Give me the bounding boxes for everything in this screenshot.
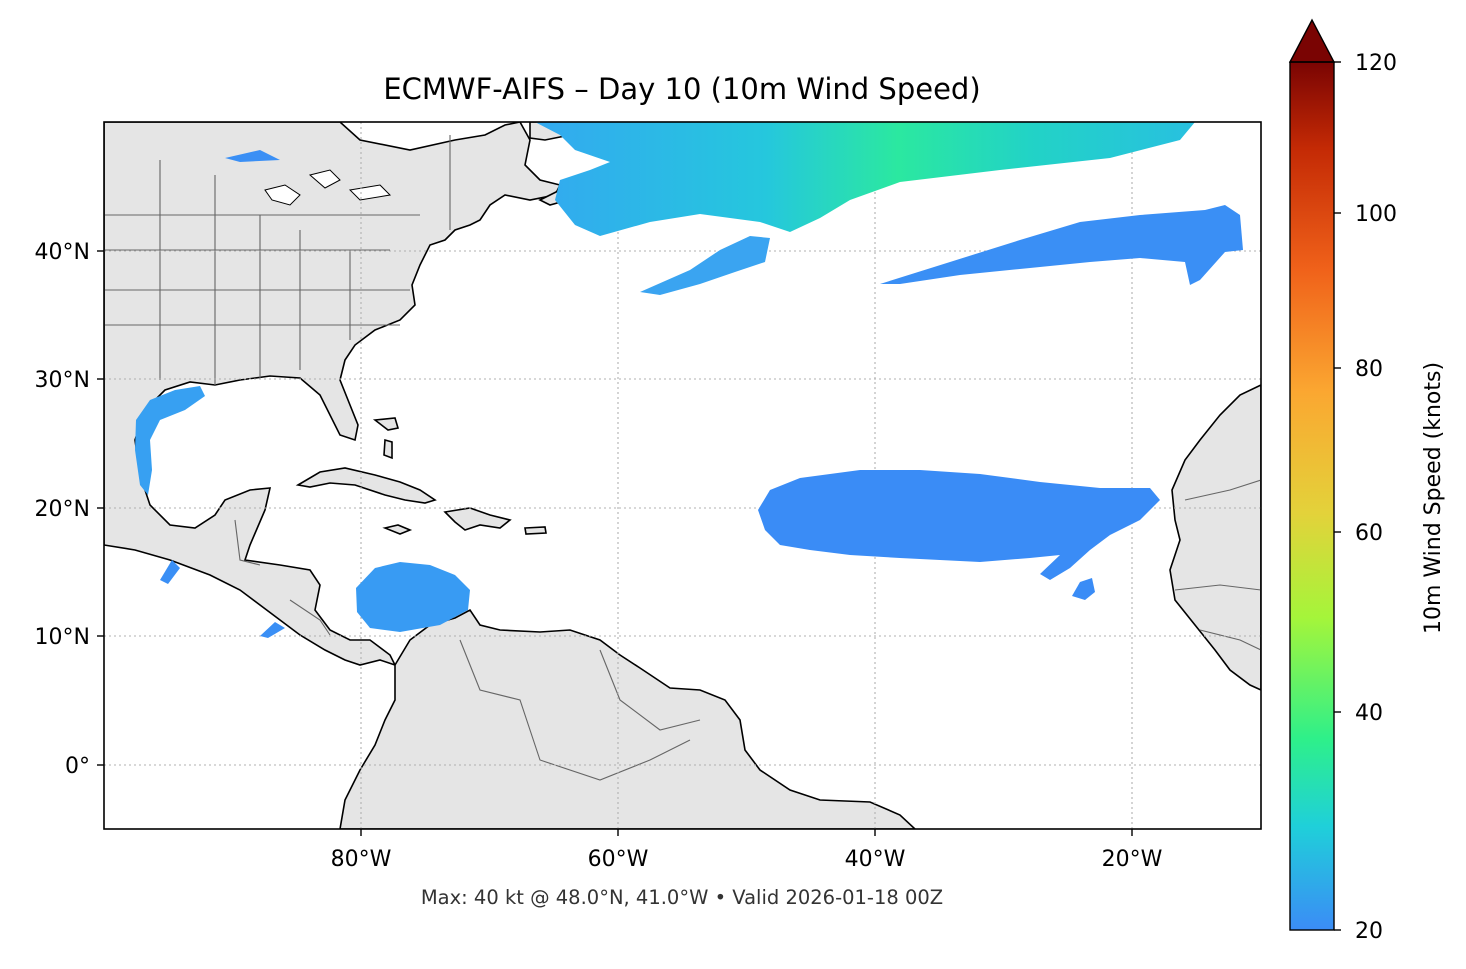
- colorbar-tick-label: 120: [1355, 51, 1397, 76]
- wind-west-atlantic-band: [640, 236, 770, 295]
- africa-land: [1169, 384, 1261, 691]
- colorbar-label: 10m Wind Speed (knots): [1421, 362, 1446, 634]
- colorbar-tick-label: 80: [1355, 357, 1383, 382]
- lon-axis: 80°W 60°W 40°W 20°W: [331, 829, 1163, 872]
- lat-tick-label: 30°N: [35, 368, 90, 393]
- colorbar-tick-label: 100: [1355, 202, 1397, 227]
- wind-caribbean-low-level-jet: [356, 562, 470, 632]
- bahamas: [372, 417, 400, 460]
- lon-tick-label: 40°W: [845, 847, 906, 872]
- lat-tick-label: 40°N: [35, 240, 90, 265]
- colorbar-tick-label: 60: [1355, 521, 1383, 546]
- colorbar-extend-max-arrow: [1288, 18, 1336, 63]
- lat-tick-label: 20°N: [35, 497, 90, 522]
- wind-gulf-of-mexico: [135, 386, 205, 495]
- colorbar-tick-label: 40: [1355, 701, 1383, 726]
- colorbar: 20 40 60 80 100 120 10m Wind Speed (knot…: [1288, 18, 1446, 944]
- map-frame: [103, 121, 1262, 830]
- wind-north-atlantic-jet: [535, 122, 1195, 236]
- great-lakes: [264, 169, 392, 206]
- lon-tick-label: 60°W: [588, 847, 649, 872]
- lat-tick-label: 0°: [65, 754, 90, 779]
- colorbar-gradient: [1290, 62, 1334, 930]
- map-title: ECMWF-AIFS – Day 10 (10m Wind Speed): [383, 72, 980, 106]
- puerto-rico: [524, 526, 547, 535]
- political-borders: [104, 135, 1261, 781]
- hispaniola: [443, 507, 512, 531]
- lat-axis: 40°N 30°N 20°N 10°N 0°: [35, 240, 104, 779]
- lon-tick-label: 80°W: [331, 847, 392, 872]
- lat-tick-label: 10°N: [35, 625, 90, 650]
- south-america-land: [339, 608, 917, 829]
- max-wind-footnote: Max: 40 kt @ 48.0°N, 41.0°W • Valid 2026…: [421, 886, 943, 909]
- lon-tick-label: 20°W: [1102, 847, 1163, 872]
- colorbar-tick-label: 20: [1355, 919, 1383, 944]
- wind-speed-fields: [135, 122, 1243, 638]
- cuba: [295, 467, 437, 504]
- wind-central-atlantic-band: [880, 205, 1243, 285]
- colorbar-frame: [1289, 61, 1335, 931]
- jamaica: [382, 524, 413, 535]
- map-area: [104, 122, 1261, 829]
- wind-trade-winds-east: [758, 470, 1160, 580]
- wind-trade-winds-tail: [1072, 578, 1095, 600]
